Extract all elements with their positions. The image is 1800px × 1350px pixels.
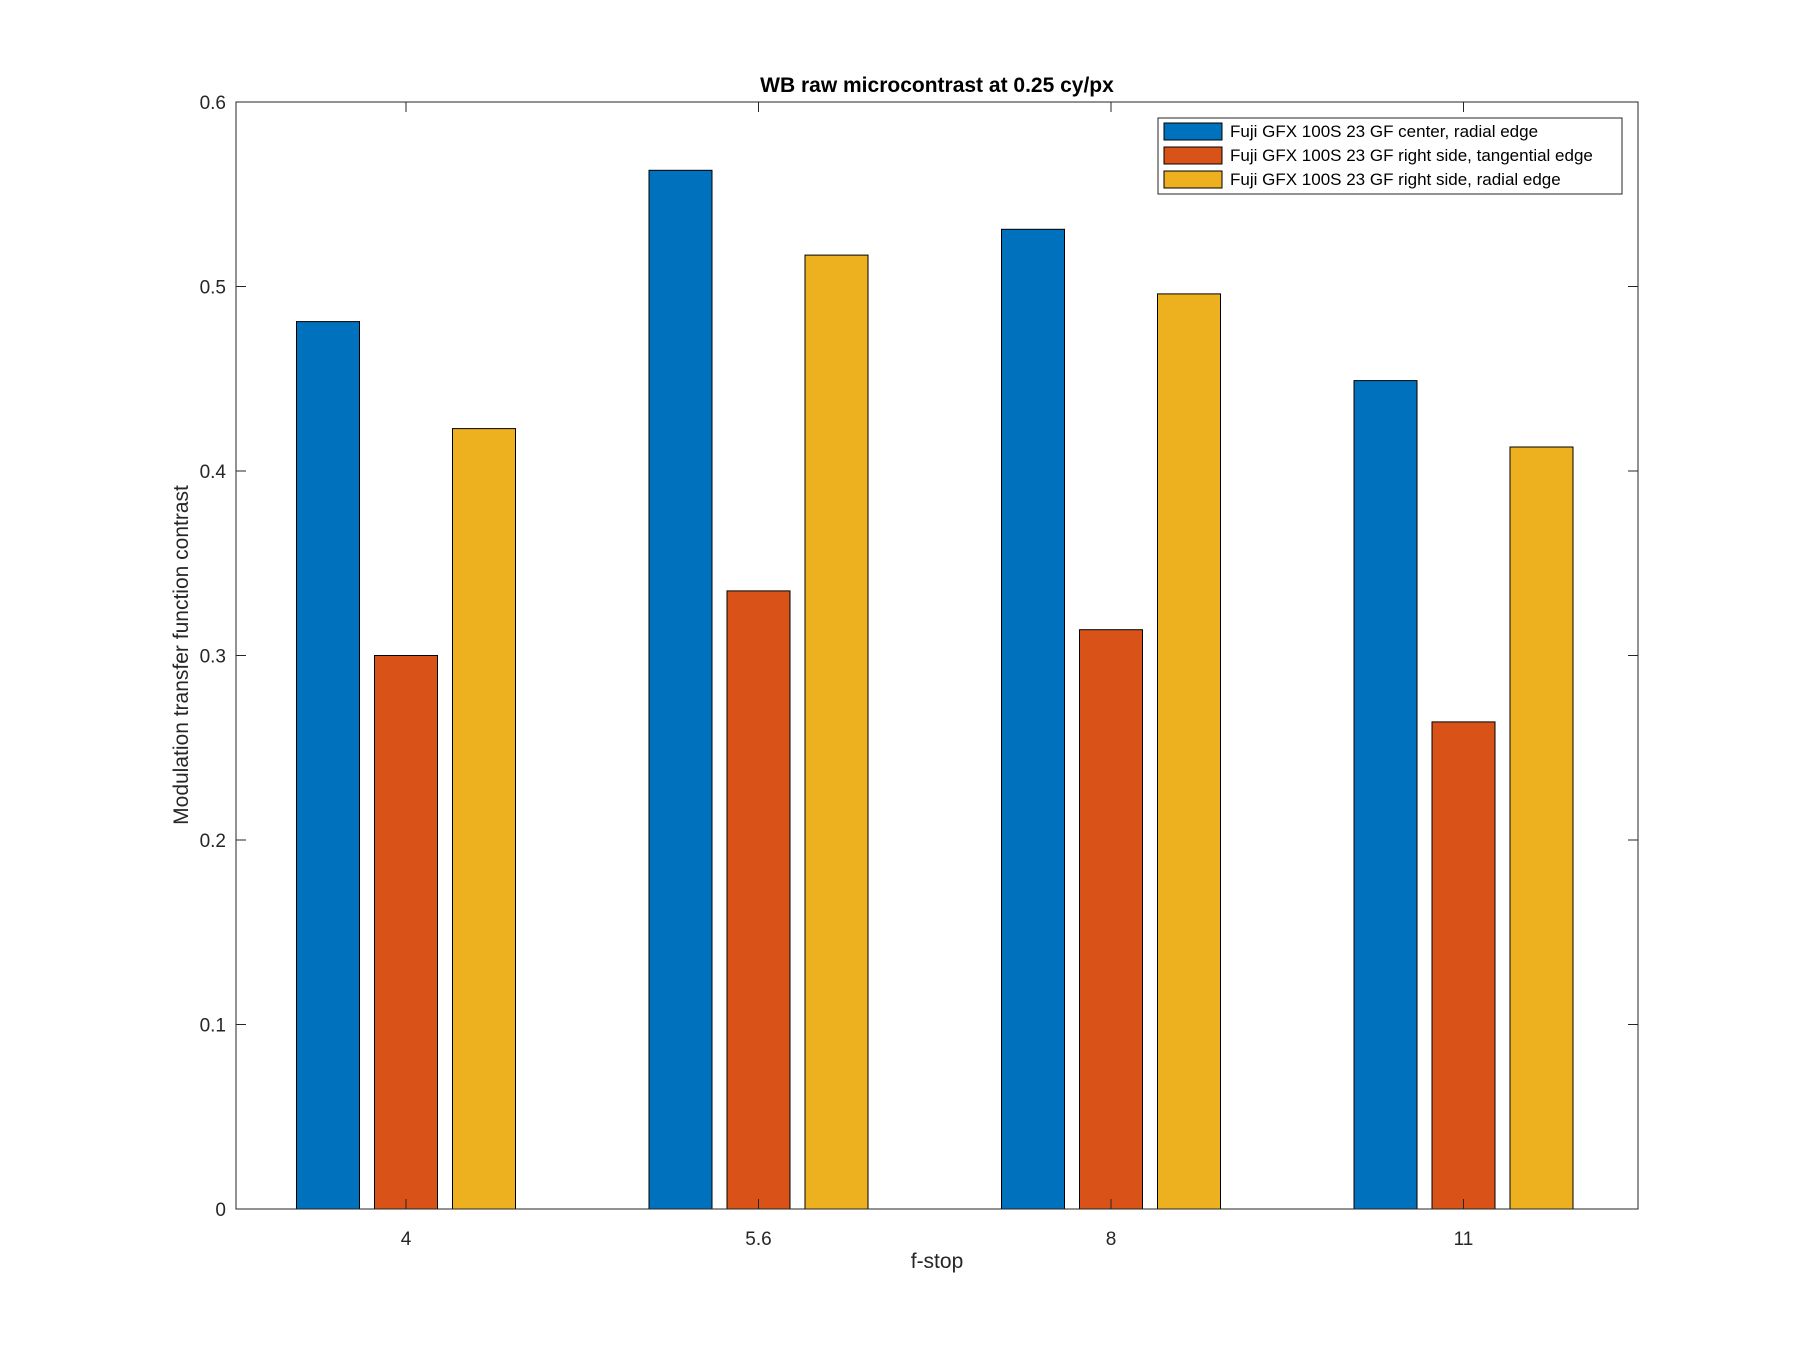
ticks-layer [236, 101, 1638, 1210]
bar-series-1-11 [1353, 380, 1418, 1210]
legend-swatch [1163, 170, 1223, 189]
legend: Fuji GFX 100S 23 GF center, radial edge F… [1157, 117, 1623, 195]
legend-swatch [1163, 122, 1223, 141]
y-axis-label: Modulation transfer function contrast [170, 485, 193, 825]
bar-series-3-5_6 [804, 254, 869, 1210]
bar-series-1-8 [1001, 228, 1065, 1210]
legend-entry-label: Fuji GFX 100S 23 GF right side, radial e… [1230, 170, 1561, 189]
y-tick-label: 0.3 [200, 647, 226, 668]
x-tick-label: 4 [401, 1229, 412, 1250]
x-tick-label: 8 [1106, 1229, 1117, 1250]
bar-series-3-4 [452, 428, 516, 1210]
chart-title: WB raw microcontrast at 0.25 cy/px [760, 74, 1114, 97]
bar-series-1-5_6 [648, 169, 713, 1210]
y-tick-label: 0.2 [200, 831, 226, 852]
legend-box [1157, 117, 1623, 195]
bar-series-2-4 [374, 655, 438, 1210]
bar-series-1-4 [296, 321, 360, 1210]
labels-layer: 0 0.1 0.2 0.3 0.4 0.5 0.6 4 5.6 8 11 [200, 93, 1474, 1250]
y-tick-label: 0.4 [200, 462, 227, 483]
bar-series-2-5_6 [726, 590, 791, 1210]
plot-area [236, 102, 1638, 1209]
x-tick-label: 11 [1454, 1229, 1474, 1250]
legend-entry-label: Fuji GFX 100S 23 GF center, radial edge [1230, 122, 1538, 141]
y-tick-label: 0 [215, 1200, 226, 1221]
bar-series-3-11 [1509, 446, 1574, 1210]
x-tick-label: 5.6 [745, 1229, 771, 1250]
y-tick-label: 0.5 [200, 278, 226, 299]
y-tick-label: 0.6 [200, 93, 226, 114]
y-tick-label: 0.1 [200, 1016, 226, 1037]
bars-layer [296, 169, 1574, 1210]
bar-series-2-8 [1079, 629, 1143, 1210]
bar-series-2-11 [1431, 721, 1496, 1210]
x-axis-label: f-stop [911, 1250, 964, 1273]
legend-swatch [1163, 146, 1223, 165]
bar-series-3-8 [1157, 293, 1221, 1210]
legend-entry-label: Fuji GFX 100S 23 GF right side, tangenti… [1230, 146, 1593, 165]
